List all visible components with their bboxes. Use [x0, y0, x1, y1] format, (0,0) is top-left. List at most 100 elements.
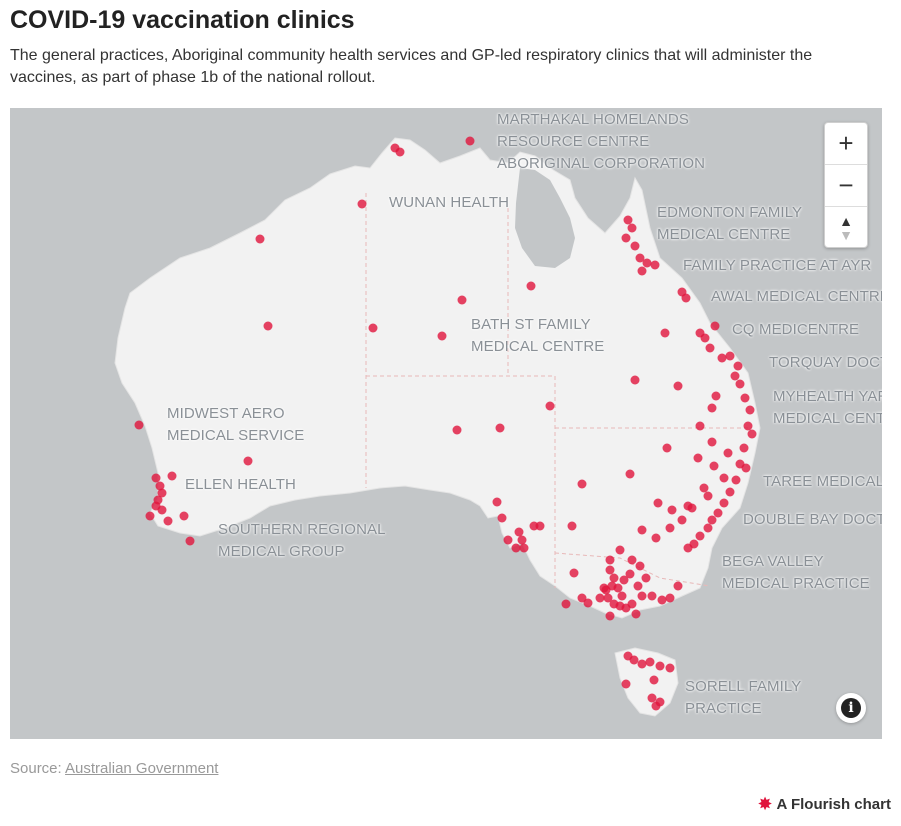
clinic-point[interactable]	[649, 675, 659, 685]
clinic-point[interactable]	[134, 420, 144, 430]
clinic-point[interactable]	[395, 147, 405, 157]
clinic-point[interactable]	[583, 598, 593, 608]
clinic-point[interactable]	[707, 515, 717, 525]
clinic-point[interactable]	[243, 456, 253, 466]
clinic-point[interactable]	[605, 611, 615, 621]
clinic-point[interactable]	[517, 535, 527, 545]
clinic-point[interactable]	[567, 521, 577, 531]
zoom-out-button[interactable]: −	[825, 165, 867, 207]
info-button[interactable]: i	[836, 693, 866, 723]
clinic-point[interactable]	[511, 543, 521, 553]
clinic-point[interactable]	[629, 655, 639, 665]
clinic-point[interactable]	[623, 215, 633, 225]
clinic-point[interactable]	[635, 253, 645, 263]
clinic-point[interactable]	[653, 498, 663, 508]
clinic-point[interactable]	[667, 505, 677, 515]
clinic-point[interactable]	[660, 328, 670, 338]
clinic-point[interactable]	[609, 573, 619, 583]
clinic-point[interactable]	[519, 543, 529, 553]
clinic-point[interactable]	[710, 321, 720, 331]
clinic-point[interactable]	[569, 568, 579, 578]
clinic-point[interactable]	[627, 223, 637, 233]
zoom-in-button[interactable]: +	[825, 123, 867, 165]
clinic-point[interactable]	[723, 448, 733, 458]
clinic-point[interactable]	[647, 591, 657, 601]
clinic-point[interactable]	[545, 401, 555, 411]
clinic-point[interactable]	[693, 453, 703, 463]
clinic-point[interactable]	[535, 521, 545, 531]
clinic-point[interactable]	[495, 423, 505, 433]
clinic-point[interactable]	[157, 488, 167, 498]
clinic-point[interactable]	[561, 599, 571, 609]
clinic-point[interactable]	[695, 531, 705, 541]
clinic-point[interactable]	[465, 136, 475, 146]
clinic-point[interactable]	[605, 555, 615, 565]
clinic-point[interactable]	[151, 473, 161, 483]
clinic-point[interactable]	[743, 421, 753, 431]
clinic-point[interactable]	[681, 293, 691, 303]
clinic-point[interactable]	[637, 266, 647, 276]
clinic-point[interactable]	[627, 555, 637, 565]
clinic-point[interactable]	[703, 491, 713, 501]
clinic-point[interactable]	[707, 403, 717, 413]
clinic-point[interactable]	[617, 591, 627, 601]
clinic-point[interactable]	[497, 513, 507, 523]
clinic-point[interactable]	[747, 429, 757, 439]
clinic-point[interactable]	[492, 497, 502, 507]
clinic-point[interactable]	[655, 661, 665, 671]
clinic-point[interactable]	[635, 561, 645, 571]
clinic-point[interactable]	[695, 421, 705, 431]
clinic-point[interactable]	[526, 281, 536, 291]
clinic-point[interactable]	[645, 657, 655, 667]
clinic-point[interactable]	[719, 473, 729, 483]
clinic-point[interactable]	[263, 321, 273, 331]
clinic-point[interactable]	[603, 593, 613, 603]
clinic-point[interactable]	[683, 501, 693, 511]
clinic-point[interactable]	[577, 479, 587, 489]
clinic-point[interactable]	[368, 323, 378, 333]
clinic-point[interactable]	[157, 505, 167, 515]
clinic-point[interactable]	[255, 234, 265, 244]
clinic-point[interactable]	[733, 361, 743, 371]
compass-button[interactable]: ▲ ▼	[825, 207, 867, 248]
clinic-point[interactable]	[647, 693, 657, 703]
clinic-point[interactable]	[437, 331, 447, 341]
map-area[interactable]: MARTHAKAL HOMELANDS RESOURCE CENTRE ABOR…	[10, 108, 882, 739]
clinic-point[interactable]	[145, 511, 155, 521]
clinic-point[interactable]	[167, 471, 177, 481]
clinic-point[interactable]	[725, 351, 735, 361]
clinic-point[interactable]	[155, 481, 165, 491]
clinic-point[interactable]	[163, 516, 173, 526]
clinic-point[interactable]	[700, 333, 710, 343]
clinic-point[interactable]	[717, 353, 727, 363]
flourish-credit[interactable]: ✸ A Flourish chart	[757, 794, 891, 815]
clinic-point[interactable]	[683, 543, 693, 553]
clinic-point[interactable]	[662, 443, 672, 453]
clinic-point[interactable]	[595, 593, 605, 603]
clinic-point[interactable]	[673, 381, 683, 391]
clinic-point[interactable]	[677, 515, 687, 525]
clinic-point[interactable]	[642, 258, 652, 268]
source-link[interactable]: Australian Government	[65, 760, 219, 777]
clinic-point[interactable]	[613, 583, 623, 593]
clinic-point[interactable]	[185, 536, 195, 546]
clinic-point[interactable]	[357, 199, 367, 209]
clinic-point[interactable]	[619, 575, 629, 585]
clinic-point[interactable]	[673, 581, 683, 591]
clinic-point[interactable]	[625, 569, 635, 579]
clinic-point[interactable]	[665, 523, 675, 533]
clinic-point[interactable]	[735, 379, 745, 389]
clinic-point[interactable]	[705, 343, 715, 353]
clinic-point[interactable]	[725, 487, 735, 497]
clinic-point[interactable]	[637, 591, 647, 601]
clinic-point[interactable]	[605, 565, 615, 575]
clinic-point[interactable]	[703, 523, 713, 533]
clinic-point[interactable]	[741, 463, 751, 473]
clinic-point[interactable]	[665, 663, 675, 673]
clinic-point[interactable]	[599, 583, 609, 593]
clinic-point[interactable]	[731, 475, 741, 485]
clinic-point[interactable]	[711, 391, 721, 401]
clinic-point[interactable]	[655, 697, 665, 707]
clinic-point[interactable]	[621, 679, 631, 689]
clinic-point[interactable]	[615, 545, 625, 555]
